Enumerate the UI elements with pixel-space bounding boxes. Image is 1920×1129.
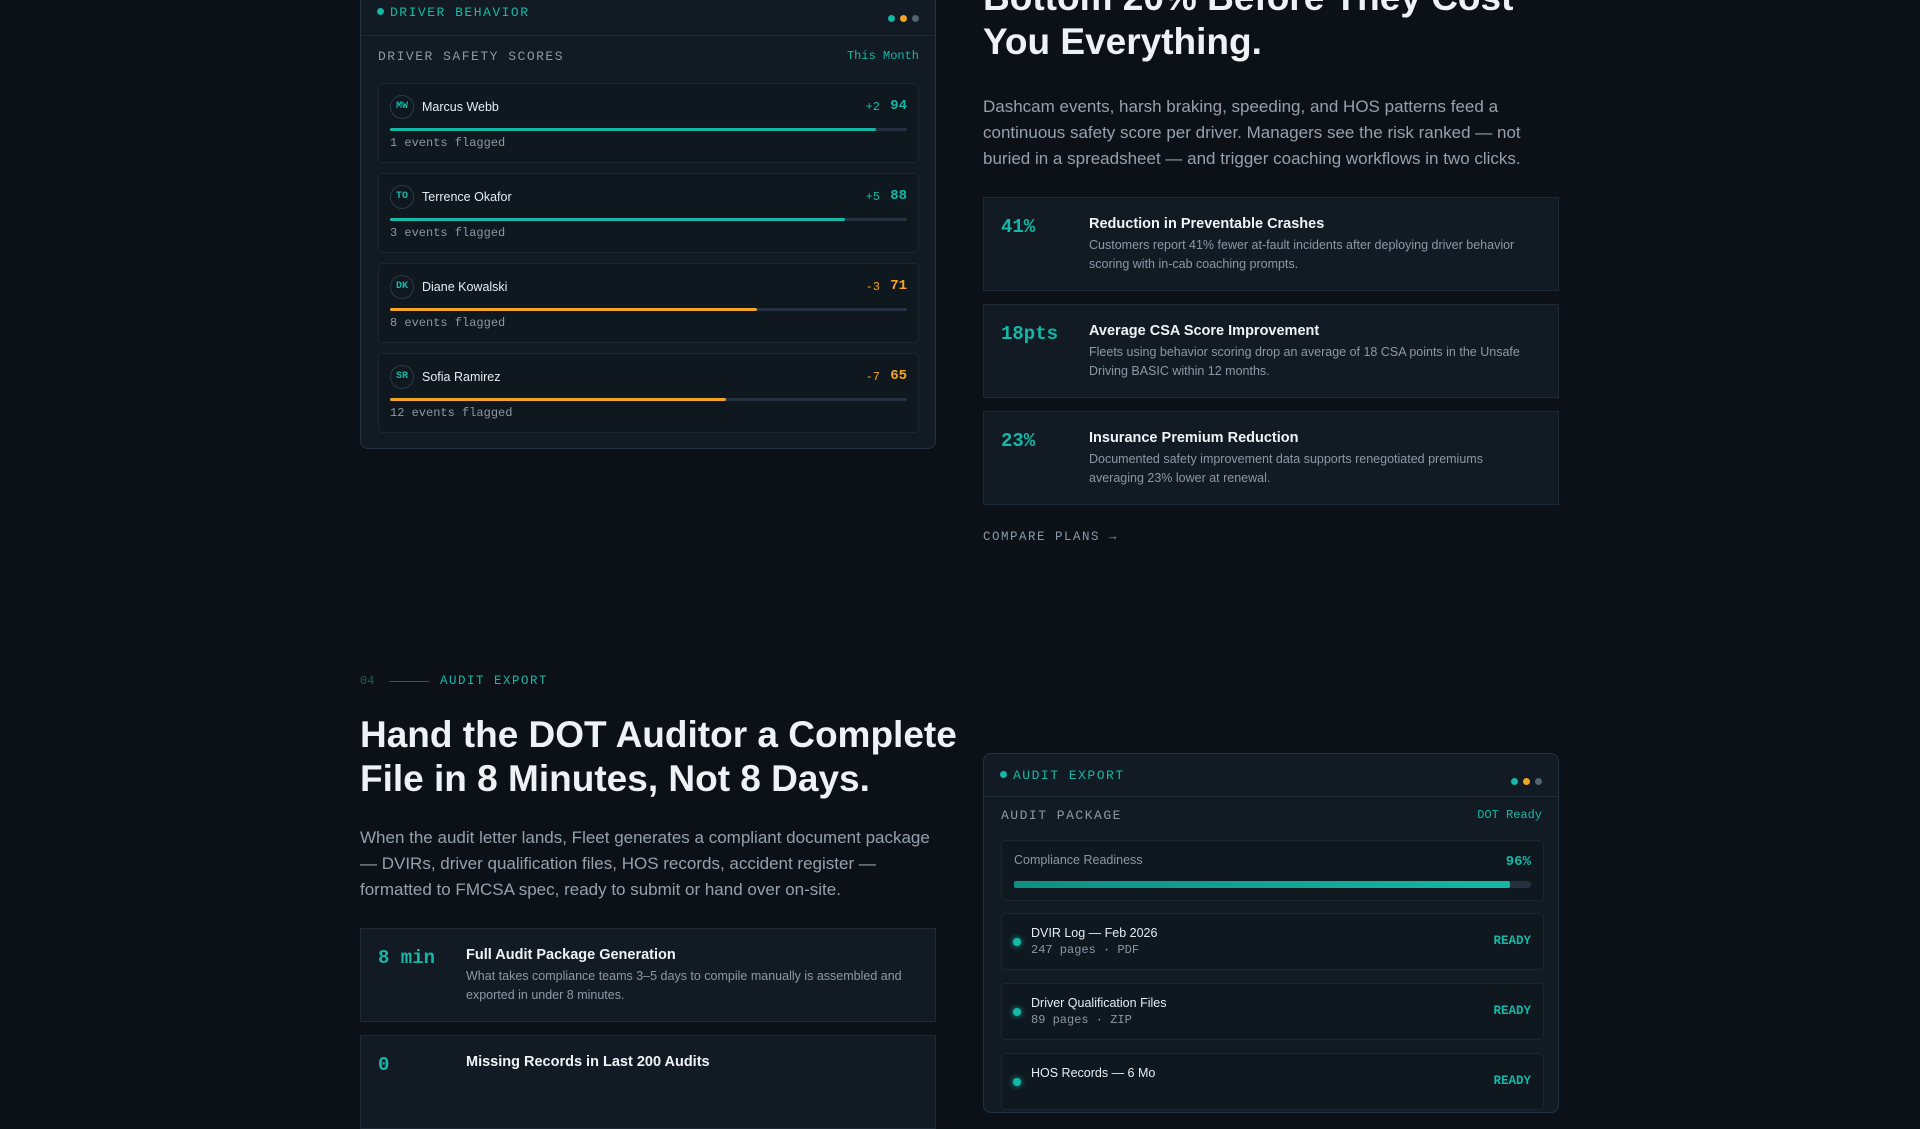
score-track	[390, 218, 907, 221]
window-dots	[883, 9, 919, 27]
score-bar	[390, 128, 876, 131]
stat-text: Customers report 41% fewer at-fault inci…	[1089, 238, 1515, 271]
behavior-card: DRIVER BEHAVIOR DRIVER SAFETY SCORES Thi…	[360, 0, 936, 449]
driver-name: Terrence Okafor	[422, 190, 512, 204]
readiness-box: Compliance Readiness 96%	[1001, 840, 1544, 901]
score: 94	[890, 98, 907, 114]
avatar: DK	[390, 275, 414, 299]
divider	[984, 796, 1558, 797]
period: This Month	[846, 49, 919, 63]
score: 65	[890, 368, 907, 384]
section-body: When the audit letter lands, Fleet gener…	[360, 828, 930, 899]
driver-row: DK Diane Kowalski 71 -3 8 events flagged	[378, 263, 919, 343]
divider	[361, 35, 935, 36]
status: DOT Ready	[1477, 808, 1542, 822]
stat-card: 8 min Full Audit Package Generation What t…	[360, 928, 936, 1022]
window-dots	[1506, 772, 1542, 790]
stat-text: What takes compliance teams 3–5 days to …	[466, 969, 902, 1002]
score-bar	[390, 308, 758, 311]
audit-heading-wrap: Hand the DOT Auditor a Complete File in …	[360, 713, 960, 801]
file-status: READY	[1493, 1074, 1531, 1088]
stat-card: 23% Insurance Premium Reduction Documented…	[983, 411, 1559, 505]
section-label: AUDIT EXPORT	[440, 674, 549, 688]
file-name: HOS Records — 6 Mo	[1031, 1066, 1156, 1080]
stat-title: Missing Records in Last 200 Audits	[466, 1054, 710, 1070]
stat-text: Documented safety improvement data suppo…	[1089, 452, 1483, 485]
compare-link[interactable]: COMPARE PLANS →	[983, 530, 1119, 544]
file-name: Driver Qualification Files	[1031, 996, 1167, 1010]
audit-card: AUDIT EXPORT AUDIT PACKAGE DOT Ready Com…	[983, 753, 1559, 1113]
stat-title: Average CSA Score Improvement	[1089, 323, 1320, 339]
events: 1 events flagged	[390, 136, 506, 150]
card-tag: AUDIT EXPORT	[1000, 768, 1125, 783]
stat-title: Full Audit Package Generation	[466, 947, 676, 963]
stat-title: Reduction in Preventable Crashes	[1089, 216, 1325, 232]
file-status: READY	[1493, 1004, 1531, 1018]
avatar: TO	[390, 185, 414, 209]
driver-name: Diane Kowalski	[422, 280, 508, 294]
driver-row: MW Marcus Webb 94 +2 1 events flagged	[378, 83, 919, 163]
score-track	[390, 398, 907, 401]
driver-row: SR Sofia Ramirez 65 -7 12 events flagged	[378, 353, 919, 433]
card-heading: AUDIT PACKAGE	[1001, 808, 1122, 823]
section-heading: Hand the DOT Auditor a Complete File in …	[360, 714, 957, 799]
readiness-value: 96%	[1505, 854, 1531, 870]
score-track	[390, 308, 907, 311]
stat-card: 18pts Average CSA Score Improvement Fleets…	[983, 304, 1559, 398]
avatar: MW	[390, 95, 414, 119]
section-number: 04	[360, 674, 375, 688]
file-row: DVIR Log — Feb 2026 247 pages · PDF READY	[1001, 913, 1544, 970]
stat-title: Insurance Premium Reduction	[1089, 430, 1299, 446]
stat-value: 8 min	[378, 947, 436, 969]
file-meta: 89 pages · ZIP	[1031, 1013, 1132, 1027]
stat-card: 0 Missing Records in Last 200 Audits	[360, 1035, 936, 1129]
score-bar	[390, 218, 845, 221]
card-tag: DRIVER BEHAVIOR	[377, 5, 530, 20]
score: 88	[890, 188, 907, 204]
stat-value: 41%	[1001, 216, 1036, 238]
section-body: Dashcam events, harsh braking, speeding,…	[983, 97, 1521, 168]
score-change: +5	[865, 190, 880, 204]
stat-value: 18pts	[1001, 323, 1059, 345]
driver-name: Marcus Webb	[422, 100, 499, 114]
file-name: DVIR Log — Feb 2026	[1031, 926, 1158, 940]
card-heading: DRIVER SAFETY SCORES	[378, 49, 565, 64]
avatar: SR	[390, 365, 414, 389]
safety-body-wrap: Dashcam events, harsh braking, speeding,…	[983, 94, 1563, 172]
file-row: Driver Qualification Files 89 pages · ZIP…	[1001, 983, 1544, 1040]
events: 3 events flagged	[390, 226, 506, 240]
driver-row: TO Terrence Okafor 88 +5 3 events flagged	[378, 173, 919, 253]
events: 12 events flagged	[390, 406, 513, 420]
section-heading: Bottom 20% Before They Cost You Everythi…	[983, 0, 1513, 62]
file-meta: 247 pages · PDF	[1031, 943, 1140, 957]
readiness-bar	[1014, 881, 1511, 888]
file-status: READY	[1493, 934, 1531, 948]
audit-body-wrap: When the audit letter lands, Fleet gener…	[360, 825, 935, 903]
stat-value: 0	[378, 1054, 390, 1076]
readiness-label: Compliance Readiness	[1014, 853, 1143, 867]
score-change: -7	[865, 370, 880, 384]
safety-heading-wrap: Bottom 20% Before They Cost You Everythi…	[983, 0, 1573, 64]
score-track	[390, 128, 907, 131]
stat-card: 41% Reduction in Preventable Crashes Custo…	[983, 197, 1559, 291]
stat-value: 23%	[1001, 430, 1036, 452]
score-change: +2	[865, 100, 880, 114]
score: 71	[890, 278, 907, 294]
file-row: HOS Records — 6 Mo READY	[1001, 1053, 1544, 1110]
score-bar	[390, 398, 727, 401]
score-change: -3	[865, 280, 880, 294]
page: DRIVER BEHAVIOR DRIVER SAFETY SCORES Thi…	[0, 0, 1920, 1080]
stat-text: Fleets using behavior scoring drop an av…	[1089, 345, 1520, 378]
driver-name: Sofia Ramirez	[422, 370, 501, 384]
events: 8 events flagged	[390, 316, 506, 330]
readiness-track	[1014, 881, 1531, 888]
section-rule	[389, 681, 429, 682]
